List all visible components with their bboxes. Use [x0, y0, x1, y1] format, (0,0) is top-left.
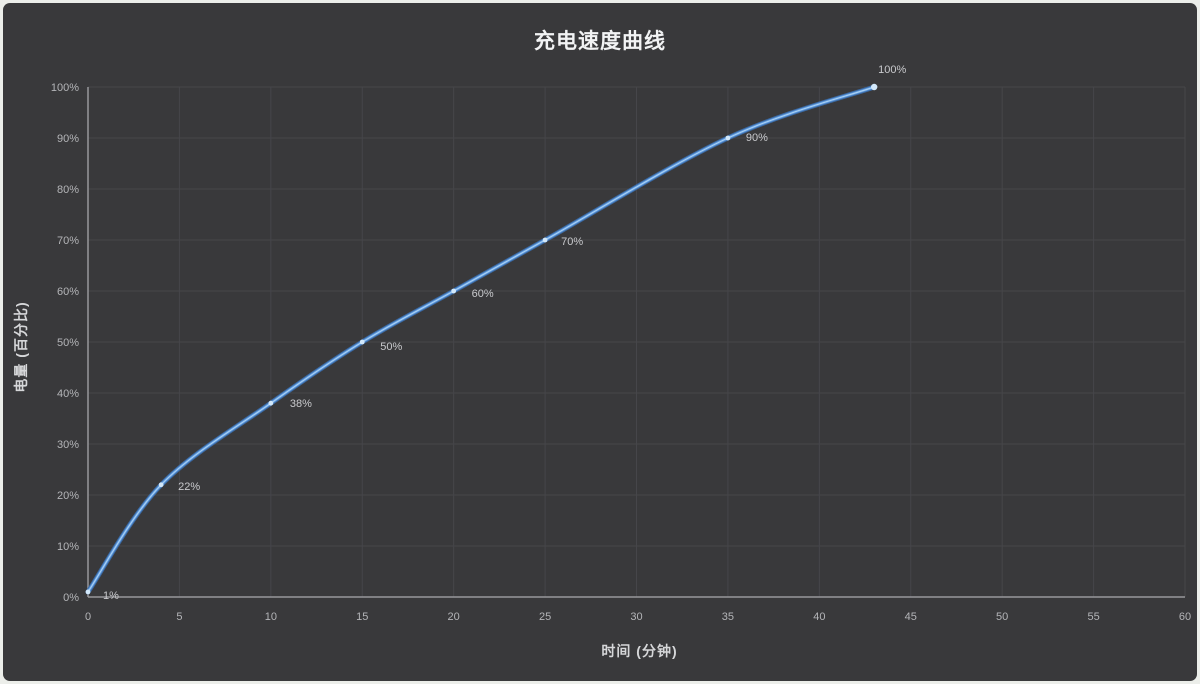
- charge-curve-glow: [85, 84, 877, 595]
- y-tick-label: 70%: [57, 235, 79, 247]
- point-label: 70%: [561, 236, 583, 248]
- charge-curve-core: [87, 86, 875, 593]
- data-point-marker: [725, 135, 731, 141]
- x-tick-label: 60: [1179, 611, 1191, 623]
- chart-panel: 充电速度曲线 电量 (百分比) 0% 10% 20% 30% 40% 50% 60% 70% 8…: [3, 3, 1197, 681]
- data-point-marker: [85, 589, 91, 595]
- data-point-marker: [158, 482, 164, 488]
- y-tick-label: 60%: [57, 286, 79, 298]
- data-point-marker: [451, 288, 457, 294]
- x-tick-label: 25: [539, 611, 551, 623]
- x-tick-label: 10: [265, 611, 277, 623]
- x-tick-label: 50: [996, 611, 1008, 623]
- point-label: 50%: [380, 341, 402, 353]
- point-label: 60%: [472, 288, 494, 300]
- x-tick-label: 55: [1087, 611, 1099, 623]
- y-tick-label: 0%: [63, 592, 79, 604]
- x-tick-label: 40: [813, 611, 825, 623]
- chart-title: 充电速度曲线: [534, 30, 666, 53]
- y-tick-label: 40%: [57, 388, 79, 400]
- x-tick-label: 35: [722, 611, 734, 623]
- plot-area: 0% 10% 20% 30% 40% 50% 60% 70% 80% 90% 100% 0 5 10 15 2…: [51, 64, 1191, 623]
- y-tick-label: 10%: [57, 541, 79, 553]
- x-tick-label: 45: [905, 611, 917, 623]
- y-tick-label: 20%: [57, 490, 79, 502]
- x-tick-label: 30: [630, 611, 642, 623]
- point-label: 90%: [746, 132, 768, 144]
- y-tick-label: 30%: [57, 439, 79, 451]
- x-axis-title: 时间 (分钟): [601, 643, 678, 659]
- x-tick-label: 15: [356, 611, 368, 623]
- y-tick-label: 50%: [57, 337, 79, 349]
- point-label: 1%: [103, 590, 119, 602]
- y-tick-label: 80%: [57, 184, 79, 196]
- point-label: 100%: [878, 64, 906, 76]
- point-label: 22%: [178, 481, 200, 493]
- data-point-marker: [870, 83, 878, 91]
- charge-curve: [86, 85, 876, 594]
- x-tick-label: 5: [176, 611, 182, 623]
- data-point-marker: [359, 339, 365, 345]
- y-tick-label: 90%: [57, 133, 79, 145]
- y-tick-label: 100%: [51, 82, 79, 94]
- point-label: 38%: [290, 398, 312, 410]
- data-point-marker: [542, 237, 548, 243]
- x-tick-label: 0: [85, 611, 91, 623]
- data-point-marker: [268, 400, 274, 406]
- x-tick-label: 20: [448, 611, 460, 623]
